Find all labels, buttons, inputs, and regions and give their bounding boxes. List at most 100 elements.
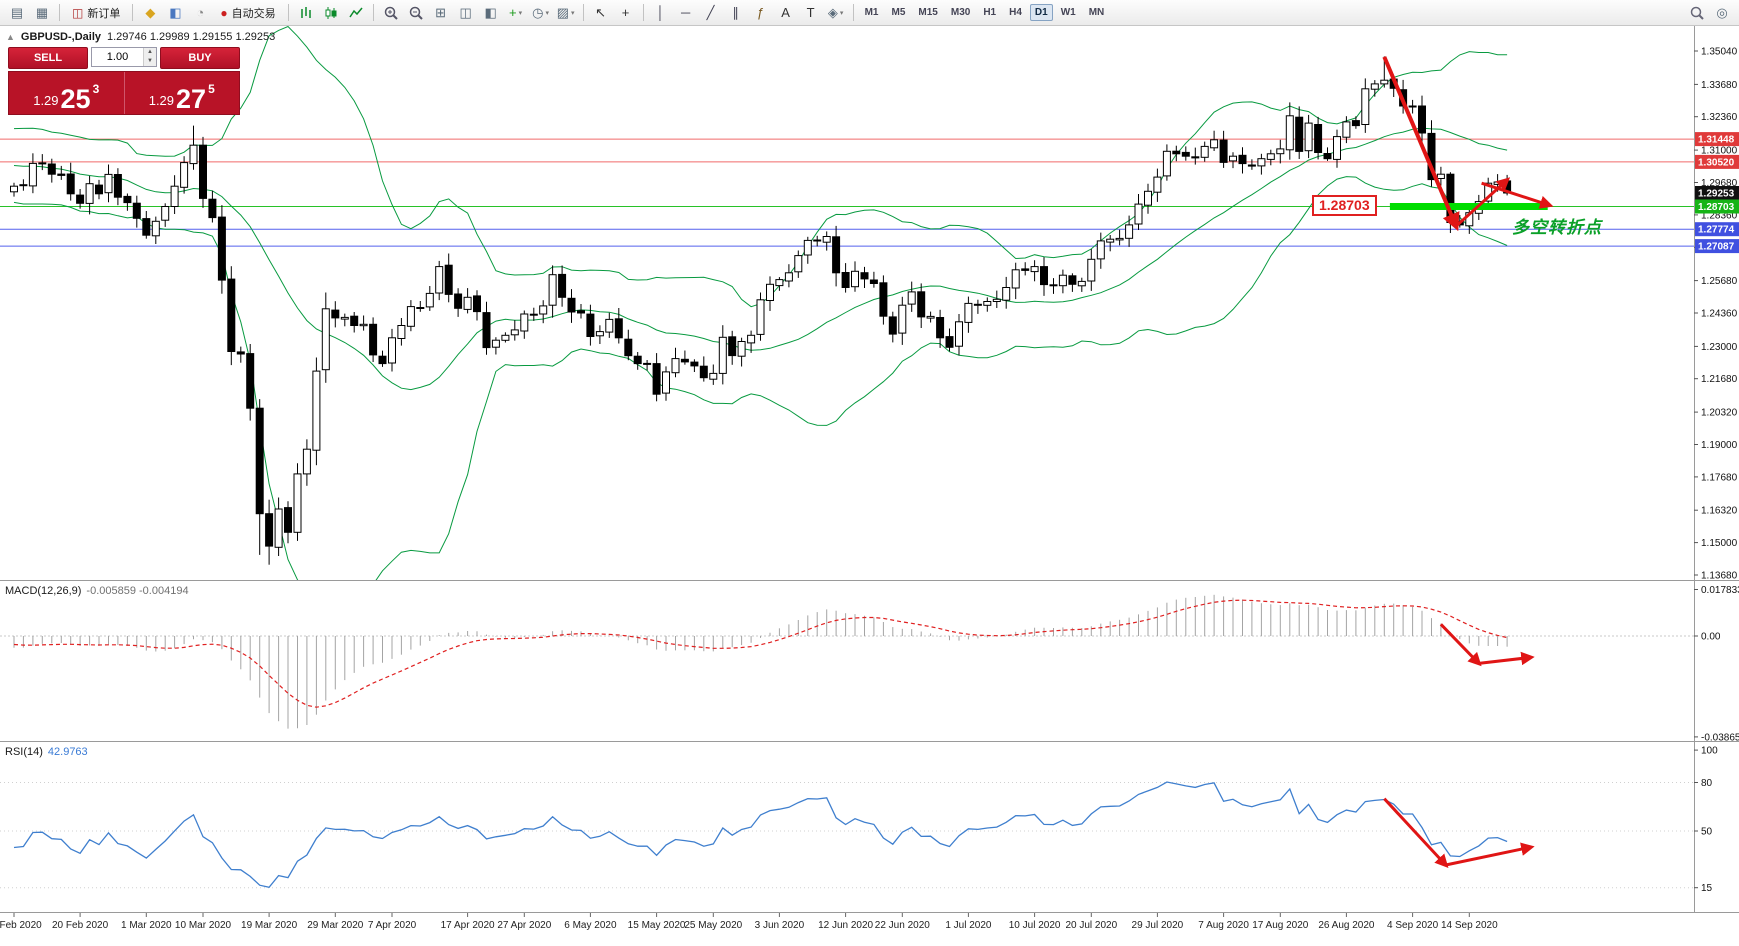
rsi-value: 42.9763 — [47, 746, 88, 758]
timeframe-button-m1[interactable]: M1 — [864, 7, 879, 18]
text-tool-icon[interactable]: A — [781, 5, 790, 20]
date-axis-label: 10 Jul 2020 — [1009, 920, 1061, 931]
price-axis-label: 1.35040 — [1701, 47, 1738, 58]
date-axis-label: 17 Aug 2020 — [1252, 920, 1309, 931]
zoom-in-icon[interactable] — [379, 2, 403, 24]
arrows-tool-icon[interactable]: ◈ ▾ — [827, 4, 844, 20]
macd-pane-title: MACD(12,26,9) -0.005859 -0.004194 — [5, 585, 189, 597]
templates-button[interactable]: ▨ ▾ — [556, 4, 575, 20]
search-icon[interactable] — [1685, 2, 1709, 24]
date-axis-label: 12 Jun 2020 — [818, 920, 873, 931]
channel-tool-icon[interactable]: ∥ — [732, 4, 739, 20]
rsi-axis-label: 50 — [1701, 827, 1713, 838]
date-axis-label: 29 Mar 2020 — [307, 920, 364, 931]
timeframe-button-m30[interactable]: M30 — [950, 7, 971, 18]
macd-histogram — [13, 594, 1508, 729]
chart-header: ▲ GBPUSD-,Daily 1.29746 1.29989 1.29155 … — [6, 31, 275, 43]
timeframe-button-m15[interactable]: M15 — [918, 7, 938, 18]
date-axis-label: 7 Apr 2020 — [368, 920, 417, 931]
toolbar-separator — [287, 4, 289, 21]
date-axis-label: 1 Mar 2020 — [121, 920, 172, 931]
periods-button[interactable]: ◷ ▾ — [532, 4, 550, 20]
rsi-pane-title: RSI(14) 42.9763 — [5, 746, 88, 758]
vline-tool-icon[interactable]: │ — [656, 5, 665, 20]
new-order-button[interactable]: ◫ 新订单 — [72, 5, 121, 20]
crosshair-icon[interactable]: + — [621, 5, 630, 20]
price-tag: 1.31448 — [1695, 132, 1739, 147]
price-axis-label: 1.24360 — [1701, 309, 1738, 320]
community-icon[interactable]: ◎ — [1716, 4, 1728, 20]
ohlc-values: 1.29746 1.29989 1.29155 1.29253 — [107, 31, 276, 43]
timeframe-button-mn[interactable]: MN — [1088, 7, 1105, 18]
buy-price[interactable]: 1.29 27 5 — [148, 82, 215, 115]
symbol-title: GBPUSD-,Daily — [20, 31, 101, 43]
rsi-line — [13, 781, 1508, 889]
arrange-windows-icon[interactable]: ◧ — [484, 4, 497, 20]
sell-button[interactable]: SELL — [8, 47, 88, 69]
new-chart-icon[interactable]: ▤ — [10, 4, 24, 20]
volume-input[interactable] — [92, 48, 143, 66]
date-axis-label: 14 Sep 2020 — [1441, 920, 1498, 931]
macd-axis-label: 0.017833 — [1701, 585, 1739, 596]
bar-chart-icon[interactable] — [294, 2, 318, 24]
date-axis-label: 15 May 2020 — [628, 920, 686, 931]
toolbar-separator — [642, 4, 644, 21]
price-axis-label: 1.31000 — [1701, 146, 1738, 157]
macd-values: -0.005859 -0.004194 — [86, 585, 189, 597]
fibonacci-tool-icon[interactable]: ƒ — [756, 5, 765, 20]
date-axis-label: 10 Mar 2020 — [175, 920, 232, 931]
date-axis-label: 1 Jul 2020 — [945, 920, 992, 931]
trend-arrow[interactable] — [1383, 797, 1449, 868]
trend-arrow[interactable] — [1478, 651, 1535, 666]
rsi-axis-label: 100 — [1701, 746, 1718, 757]
date-axis-label: 17 Apr 2020 — [441, 920, 495, 931]
tile-windows-icon[interactable]: ⊞ — [435, 4, 447, 20]
price-tag: 1.29253 — [1695, 186, 1739, 200]
price-axis-label: 1.29680 — [1701, 178, 1738, 189]
price-tag: 1.28703 — [1695, 199, 1739, 214]
tester-icon[interactable]: ◔ — [196, 5, 205, 20]
indicators-button[interactable]: + ▾ — [509, 5, 523, 20]
cursor-icon[interactable]: ↖ — [595, 4, 607, 20]
volume-down-icon[interactable]: ▼ — [144, 57, 156, 66]
timeframe-button-m5[interactable]: M5 — [891, 7, 906, 18]
date-axis-label: 4 Sep 2020 — [1387, 920, 1439, 931]
zoom-out-icon[interactable] — [404, 2, 428, 24]
buy-button[interactable]: BUY — [160, 47, 240, 69]
price-axis-label: 1.21680 — [1701, 374, 1738, 385]
timeframe-button-w1[interactable]: W1 — [1060, 7, 1076, 18]
hline-tool-icon[interactable]: ─ — [680, 5, 691, 20]
date-axis-label: 6 May 2020 — [564, 920, 617, 931]
timeframe-button-h4[interactable]: H4 — [1009, 7, 1022, 18]
support-highlight-bar[interactable] — [1389, 203, 1548, 210]
trend-arrow[interactable] — [1445, 842, 1535, 867]
trendline-tool-icon[interactable]: ╱ — [706, 4, 715, 20]
trend-arrow[interactable] — [1481, 181, 1554, 209]
metaeditor-icon[interactable]: ◆ — [145, 4, 156, 20]
timeframe-button-d1[interactable]: D1 — [1029, 4, 1053, 21]
toolbar-separator — [852, 4, 854, 21]
toolbar-separator — [132, 4, 134, 21]
profiles-icon[interactable]: ▦ — [35, 4, 49, 20]
price-level-label[interactable]: 1.28703 — [1312, 195, 1377, 216]
annotation-text[interactable]: 多空转折点 — [1512, 218, 1602, 237]
date-axis-label: 25 May 2020 — [684, 920, 742, 931]
price-tag: 1.27087 — [1695, 239, 1739, 254]
cascade-windows-icon[interactable]: ◫ — [459, 4, 472, 20]
volume-stepper: ▲ ▼ — [143, 48, 156, 66]
candle-chart-icon[interactable] — [319, 2, 343, 24]
autotrading-button[interactable]: ● 自动交易 — [220, 5, 276, 20]
trend-arrows — [1382, 56, 1554, 868]
volume-up-icon[interactable]: ▲ — [144, 48, 156, 57]
sell-price[interactable]: 1.29 25 3 — [9, 72, 125, 114]
label-tool-icon[interactable]: T — [806, 5, 815, 20]
collapse-trading-panel-icon[interactable]: ▲ — [6, 32, 15, 42]
date-axis-label: 29 Jul 2020 — [1132, 920, 1184, 931]
line-chart-icon[interactable] — [344, 2, 368, 24]
volume-field: ▲ ▼ — [91, 47, 157, 67]
terminal-icon[interactable]: ◧ — [169, 4, 182, 20]
date-axis-label: 3 Jun 2020 — [755, 920, 805, 931]
trend-arrow[interactable] — [1439, 623, 1482, 667]
timeframe-button-h1[interactable]: H1 — [983, 7, 997, 18]
trend-arrow[interactable] — [1382, 56, 1460, 232]
